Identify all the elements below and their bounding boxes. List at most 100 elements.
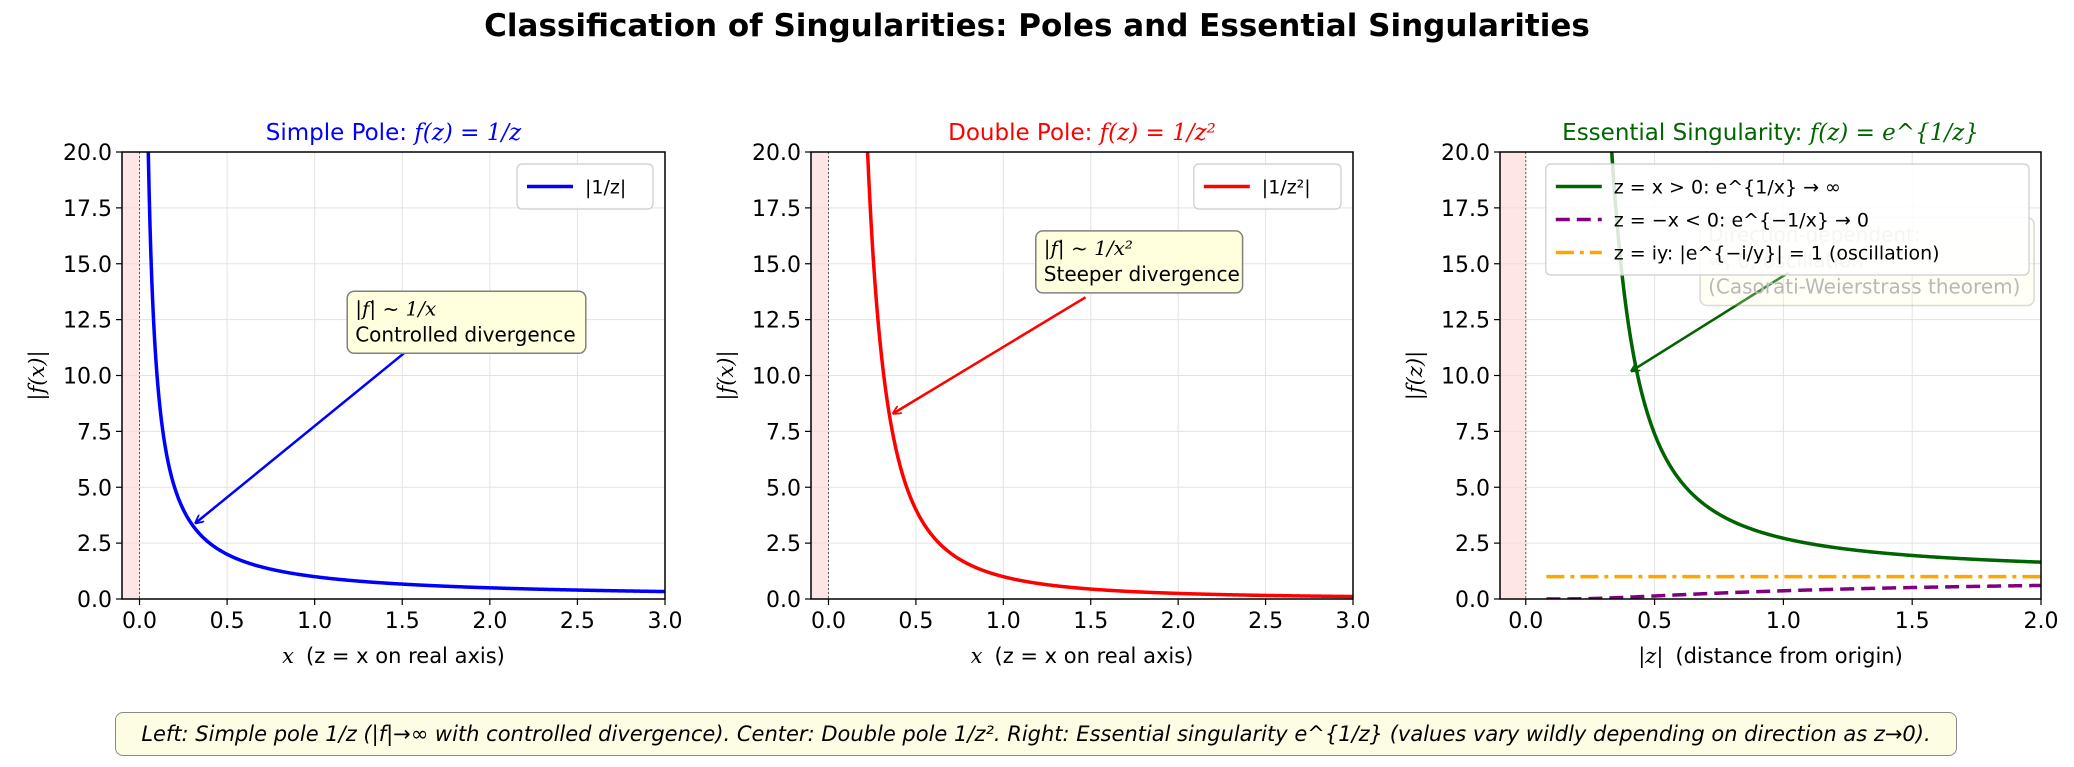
legend: z = x > 0: e^{1/x} → ∞ z = −x < 0: e^{−1/… bbox=[1545, 163, 2030, 276]
x-tick-label: 1.5 bbox=[385, 609, 420, 634]
x-axis-label: x (z = x on real axis) bbox=[282, 644, 505, 668]
annotation-text: |f| ~ 1/x² bbox=[1044, 236, 1133, 261]
y-tick-label: 10.0 bbox=[752, 365, 801, 390]
annotation-arrow bbox=[196, 336, 425, 524]
y-tick-label: 10.0 bbox=[63, 365, 112, 390]
essential-singularity-chart: 0.0 0.5 1.0 1.5 2.0 0.0 2.5 5.0 7.5 10.0 12.5 15.0 1… bbox=[1403, 120, 2059, 669]
y-tick-label: 5.0 bbox=[766, 476, 801, 501]
series-line-0 bbox=[865, 152, 1353, 599]
x-axis-label-text: (z = x on real axis) bbox=[995, 644, 1194, 668]
series-line-0 bbox=[146, 152, 665, 594]
annotation-text: |f| ~ 1/x bbox=[355, 296, 436, 321]
y-tick-label: 7.5 bbox=[1455, 420, 1490, 445]
figure-caption: Left: Simple pole 1/z (|f|→∞ with contro… bbox=[115, 712, 1957, 756]
y-tick-label: 0.0 bbox=[766, 588, 801, 613]
x-axis-label-text: (distance from origin) bbox=[1675, 644, 1902, 668]
y-tick-label: 15.0 bbox=[1441, 253, 1490, 278]
x-tick-label: 2.0 bbox=[1161, 609, 1196, 634]
y-tick-label: 7.5 bbox=[77, 420, 112, 445]
legend-entry: |1/z²| bbox=[1262, 177, 1311, 199]
annotation-text: (Casorati-Weierstrass theorem) bbox=[1708, 275, 2020, 299]
y-tick-label: 2.5 bbox=[766, 532, 801, 557]
chart-title-math: f(z) = 1/z² bbox=[1098, 120, 1216, 146]
y-tick-label: 15.0 bbox=[752, 253, 801, 278]
chart-title-math: f(z) = 1/z bbox=[412, 120, 522, 146]
y-tick-label: 5.0 bbox=[77, 476, 112, 501]
annotation-box bbox=[1035, 230, 1244, 294]
y-tick-label: 12.5 bbox=[63, 309, 112, 334]
y-tick-label: 2.5 bbox=[77, 532, 112, 557]
y-tick-label: 20.0 bbox=[1441, 141, 1490, 166]
x-axis-label-math: x bbox=[971, 644, 983, 668]
legend-box bbox=[1545, 163, 2030, 276]
annotation-box bbox=[346, 290, 587, 355]
annotation-arrow bbox=[1631, 271, 1790, 371]
series-line-0 bbox=[1610, 152, 2041, 564]
y-tick-label: 7.5 bbox=[766, 420, 801, 445]
x-tick-label: 1.0 bbox=[297, 609, 332, 634]
chart-title-math: f(z) = e^{1/z} bbox=[1808, 120, 1979, 146]
y-tick-label: 0.0 bbox=[77, 588, 112, 613]
singularity-region bbox=[1500, 152, 1526, 599]
chart-title-prefix: Essential Singularity: bbox=[1562, 120, 1810, 146]
singularity-region bbox=[122, 152, 140, 599]
y-tick-label: 2.5 bbox=[1455, 532, 1490, 557]
x-axis-label-math: x bbox=[282, 644, 294, 668]
x-tick-label: 1.5 bbox=[1073, 609, 1108, 634]
y-axis-label: |f(x)| bbox=[25, 350, 50, 400]
series-line-1 bbox=[1546, 583, 2041, 599]
x-axis-label-math: |z| bbox=[1638, 644, 1663, 669]
x-tick-label: 2.0 bbox=[472, 609, 507, 634]
legend-box bbox=[516, 163, 654, 210]
y-tick-label: 10.0 bbox=[1441, 365, 1490, 390]
y-tick-label: 17.5 bbox=[1441, 197, 1490, 222]
y-tick-label: 15.0 bbox=[63, 253, 112, 278]
annotation-text: Steeper divergence bbox=[1044, 262, 1240, 286]
chart-title: Simple Pole: f(z) = 1/z bbox=[266, 120, 522, 146]
simple-pole-chart: 0.0 0.5 1.0 1.5 2.0 2.5 3.0 0.0 2.5 5.0 7.5 10.0 12.… bbox=[25, 120, 683, 668]
chart-title: Essential Singularity: f(z) = e^{1/z} bbox=[1562, 120, 1979, 146]
x-tick-label: 1.0 bbox=[986, 609, 1021, 634]
annotation-text: Controlled divergence bbox=[355, 322, 575, 346]
y-axis-label: |f(x)| bbox=[714, 350, 739, 400]
y-tick-label: 0.0 bbox=[1455, 588, 1490, 613]
y-tick-label: 20.0 bbox=[63, 141, 112, 166]
x-tick-label: 3.0 bbox=[648, 609, 683, 634]
y-tick-label: 5.0 bbox=[1455, 476, 1490, 501]
annotation-arrow bbox=[893, 296, 1087, 413]
x-tick-label: 1.0 bbox=[1766, 609, 1801, 634]
x-axis-label: |z| (distance from origin) bbox=[1638, 644, 1903, 669]
chart-title: Double Pole: f(z) = 1/z² bbox=[948, 120, 1216, 146]
y-tick-label: 20.0 bbox=[752, 141, 801, 166]
figure-title: Classification of Singularities: Poles a… bbox=[484, 8, 1590, 44]
x-tick-label: 2.0 bbox=[2024, 609, 2059, 634]
x-tick-label: 0.5 bbox=[898, 609, 933, 634]
x-axis-label: x (z = x on real axis) bbox=[971, 644, 1194, 668]
y-tick-label: 12.5 bbox=[752, 309, 801, 334]
x-tick-label: 0.5 bbox=[210, 609, 245, 634]
x-axis-label-text: (z = x on real axis) bbox=[306, 644, 505, 668]
y-axis-label: |f(z)| bbox=[1403, 351, 1428, 400]
y-tick-label: 17.5 bbox=[63, 197, 112, 222]
legend-entry: z = iy: |e^{−i/y}| = 1 (oscillation) bbox=[1614, 243, 1940, 265]
x-tick-label: 3.0 bbox=[1336, 609, 1371, 634]
double-pole-chart: 0.0 0.5 1.0 1.5 2.0 2.5 3.0 0.0 2.5 5.0 7.5 10.0 12.… bbox=[714, 120, 1371, 668]
legend-entry: |1/z| bbox=[585, 177, 626, 199]
x-tick-label: 2.5 bbox=[1248, 609, 1283, 634]
x-tick-label: 1.5 bbox=[1895, 609, 1930, 634]
x-tick-label: 0.0 bbox=[1508, 609, 1543, 634]
chart-title-prefix: Double Pole: bbox=[948, 120, 1100, 146]
legend-box bbox=[1193, 163, 1342, 210]
legend: |1/z²| bbox=[1193, 163, 1342, 210]
y-tick-label: 17.5 bbox=[752, 197, 801, 222]
y-tick-label: 12.5 bbox=[1441, 309, 1490, 334]
legend: |1/z| bbox=[516, 163, 654, 210]
chart-title-prefix: Simple Pole: bbox=[266, 120, 415, 146]
x-tick-label: 0.0 bbox=[122, 609, 157, 634]
legend-entry: z = x > 0: e^{1/x} → ∞ bbox=[1614, 177, 1841, 199]
x-tick-label: 0.0 bbox=[811, 609, 846, 634]
singularity-region bbox=[811, 152, 829, 599]
